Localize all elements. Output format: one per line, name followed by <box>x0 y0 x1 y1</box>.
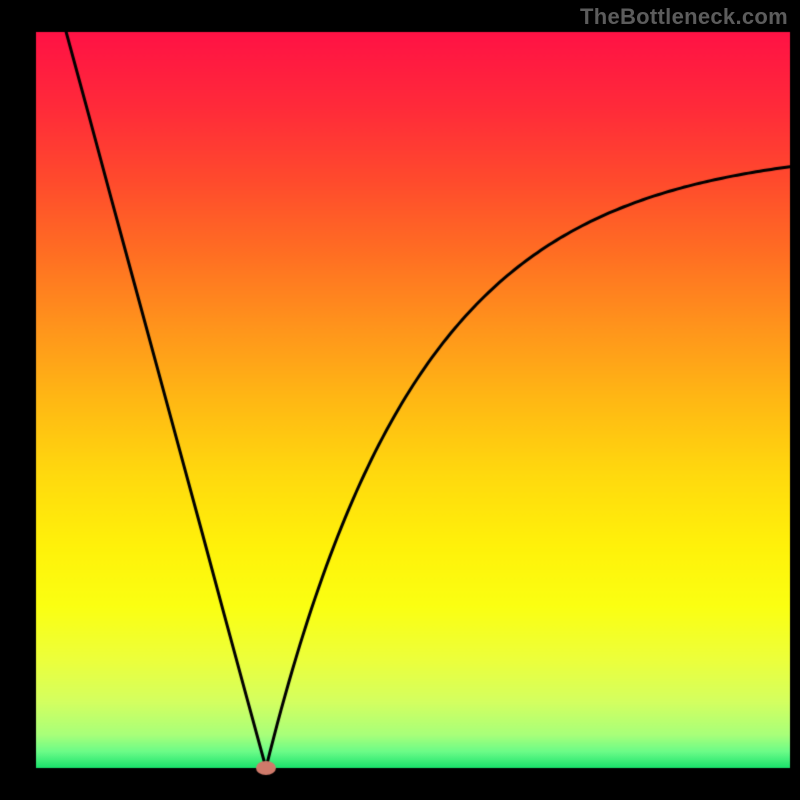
watermark-text: TheBottleneck.com <box>580 4 788 30</box>
chart-container: TheBottleneck.com <box>0 0 800 800</box>
bottleneck-chart-canvas <box>0 0 800 800</box>
